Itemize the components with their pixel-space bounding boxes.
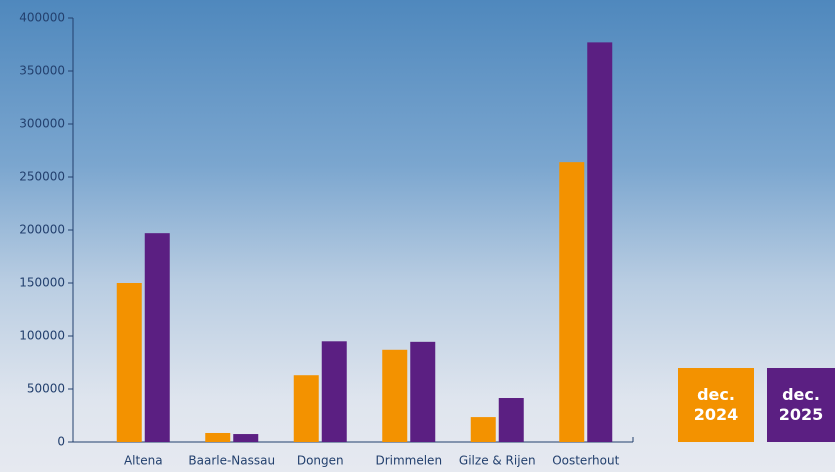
- bar: [294, 375, 319, 442]
- legend-label: dec. 2024: [691, 385, 741, 425]
- bar: [117, 283, 142, 442]
- y-tick-label: 400000: [19, 11, 65, 25]
- x-tick-label: Gilze & Rijen: [459, 454, 536, 468]
- x-tick-label: Altena: [124, 454, 163, 468]
- y-tick-label: 350000: [19, 64, 65, 78]
- y-tick-label: 0: [57, 435, 65, 449]
- legend-item: dec. 2025: [767, 368, 835, 442]
- bar: [410, 342, 435, 442]
- y-tick-label: 250000: [19, 170, 65, 184]
- chart-container: 0 50000 100000 150000 200000 250000 300000 3500…: [0, 0, 835, 472]
- x-tick-label: Drimmelen: [375, 454, 442, 468]
- legend-item: dec. 2024: [678, 368, 754, 442]
- bar: [205, 433, 230, 442]
- bar: [322, 341, 347, 442]
- x-tick-label: Oosterhout: [552, 454, 619, 468]
- y-tick-label: 200000: [19, 223, 65, 237]
- bar: [471, 417, 496, 442]
- y-tick-label: 150000: [19, 276, 65, 290]
- bar: [145, 233, 170, 442]
- x-tick-label: Baarle-Nassau: [188, 454, 275, 468]
- bar: [233, 434, 258, 442]
- page: {"chart_data":{"type":"bar", "categories…: [0, 0, 835, 472]
- bar: [587, 42, 612, 442]
- bar: [382, 350, 407, 442]
- legend-label: dec. 2025: [776, 385, 826, 425]
- y-tick-label: 100000: [19, 329, 65, 343]
- y-tick-label: 300000: [19, 117, 65, 131]
- x-tick-label: Dongen: [297, 454, 344, 468]
- y-tick-label: 50000: [27, 382, 65, 396]
- bar: [499, 398, 524, 442]
- bar: [559, 162, 584, 442]
